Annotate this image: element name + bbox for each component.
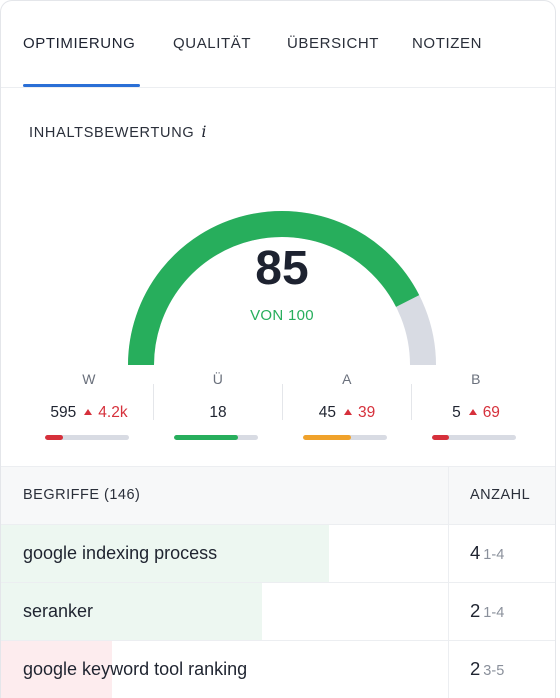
info-icon[interactable]: i [201, 122, 208, 141]
metric-progress-bar [45, 435, 129, 440]
tab-notizen[interactable]: NOTIZEN [412, 35, 483, 52]
metric-value: 595 [50, 404, 77, 421]
metric-words: W 595 4.2k [24, 369, 154, 445]
term-text[interactable]: seranker [23, 601, 94, 621]
metric-headings: Ü 18 [153, 369, 283, 445]
table-row[interactable]: google indexing process 4 1-4 [1, 525, 555, 583]
metric-progress-bar [432, 435, 516, 440]
metric-divider [153, 384, 154, 420]
metric-paragraphs: A 45 39 [282, 369, 412, 445]
content-score-title: INHALTSBEWERTUNG [29, 125, 195, 141]
score-value: 85 [255, 242, 309, 295]
term-count: 2 3-5 [470, 658, 504, 680]
metric-divider [411, 384, 412, 420]
metric-delta: 4.2k [84, 404, 128, 421]
metric-delta-value: 4.2k [98, 404, 128, 421]
metric-images: B 5 69 [411, 369, 541, 445]
metric-progress-fill [303, 435, 351, 440]
metric-value: 45 [318, 404, 336, 421]
gauge-fill [128, 211, 420, 366]
metric-progress-fill [45, 435, 64, 440]
count-range: 1-4 [483, 605, 505, 621]
count-column-header[interactable]: ANZAHL [470, 487, 531, 503]
column-divider [448, 467, 449, 524]
count-value: 4 [470, 542, 481, 563]
metric-label: Ü [212, 371, 224, 387]
arrow-up-icon [84, 409, 93, 415]
metric-progress-fill [432, 435, 449, 440]
metric-value: 5 [452, 404, 461, 421]
term-count: 4 1-4 [470, 542, 504, 564]
metric-delta-value: 69 [482, 404, 500, 421]
active-tab-indicator [23, 84, 140, 87]
column-divider [448, 641, 449, 698]
table-row[interactable]: google keyword tool ranking 2 3-5 [1, 641, 555, 698]
arrow-up-icon [344, 409, 352, 415]
table-row[interactable]: seranker 2 1-4 [1, 583, 555, 641]
count-range: 3-5 [483, 663, 505, 679]
term-count: 2 1-4 [470, 600, 504, 622]
terms-table-header: BEGRIFFE (146) ANZAHL [1, 466, 555, 525]
count-value: 2 [470, 600, 481, 621]
tab-bar: OPTIMIERUNG QUALITÄT ÜBERSICHT NOTIZEN [1, 1, 555, 88]
metric-progress-fill [174, 435, 238, 440]
column-divider [448, 583, 449, 640]
term-fill-bar [1, 525, 330, 582]
metric-label: B [471, 371, 481, 387]
metric-delta: 69 [468, 404, 500, 421]
terms-table: BEGRIFFE (146) ANZAHL google indexing pr… [1, 466, 555, 698]
term-text[interactable]: google keyword tool ranking [23, 659, 248, 679]
count-value: 2 [470, 658, 481, 679]
metric-progress-bar [303, 435, 387, 440]
tab-optimierung[interactable]: OPTIMIERUNG [23, 35, 136, 52]
score-max-label: VON 100 [250, 307, 314, 324]
metric-value: 18 [209, 404, 227, 421]
tab-uebersicht[interactable]: ÜBERSICHT [287, 35, 380, 52]
metric-progress-bar [174, 435, 258, 440]
column-divider [448, 525, 449, 582]
score-gauge [128, 211, 436, 366]
metric-label: A [342, 371, 352, 387]
arrow-up-icon [468, 409, 477, 415]
metric-delta: 39 [344, 404, 375, 421]
term-text[interactable]: google indexing process [23, 543, 218, 563]
term-fill-bar [1, 641, 113, 698]
term-fill-bar [1, 583, 263, 640]
metric-divider [282, 384, 283, 420]
metric-label: W [82, 371, 96, 387]
terms-column-header[interactable]: BEGRIFFE (146) [23, 487, 141, 503]
count-range: 1-4 [483, 547, 505, 563]
tab-qualitaet[interactable]: QUALITÄT [173, 35, 252, 52]
content-score-heading: INHALTSBEWERTUNG i [29, 122, 207, 141]
metric-delta-value: 39 [358, 404, 376, 421]
